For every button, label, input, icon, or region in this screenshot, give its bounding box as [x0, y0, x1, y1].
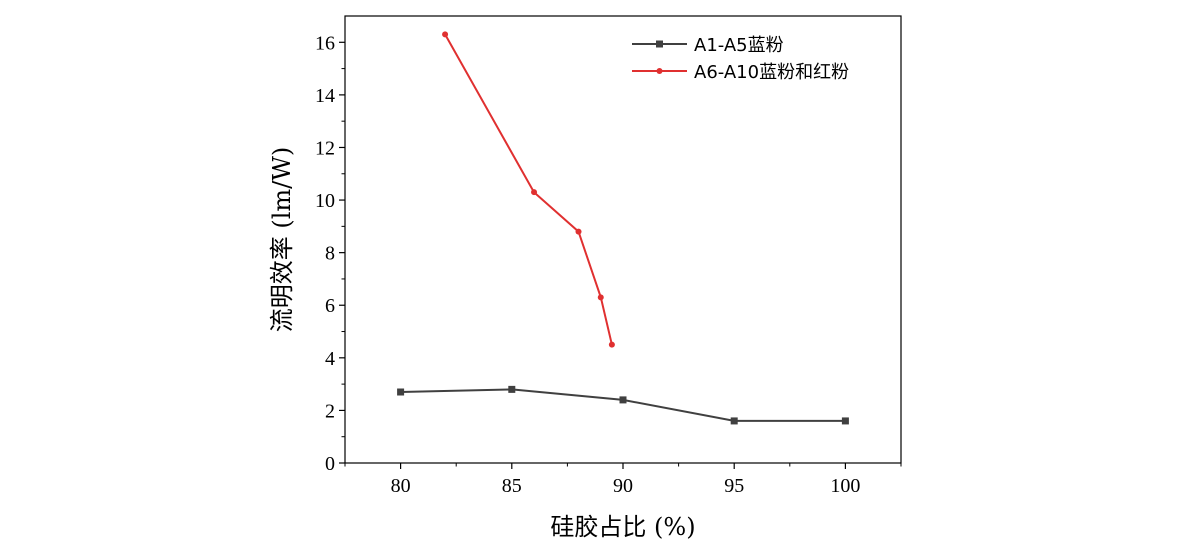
y-axis-title: 流明效率 (lm/W) — [268, 147, 296, 333]
ticks: 80 85 90 95 100 0 2 4 6 8 10 12 14 16 — [315, 32, 902, 497]
series-layer — [397, 31, 849, 425]
data-point — [730, 417, 738, 425]
data-point — [531, 189, 538, 196]
y-tick-label: 14 — [315, 85, 335, 107]
x-axis-title: 硅胶占比 (%) — [550, 513, 695, 541]
data-point — [608, 341, 615, 348]
legend-item: A6-A10蓝粉和红粉 — [632, 62, 849, 83]
y-tick-label: 6 — [325, 295, 335, 317]
y-tick-label: 10 — [315, 190, 335, 212]
data-point — [575, 228, 582, 235]
y-tick-label: 12 — [315, 137, 335, 159]
legend-swatch-marker — [656, 68, 663, 74]
series-2 — [442, 31, 615, 348]
series-line — [444, 33, 613, 345]
plot-frame — [344, 15, 902, 464]
y-tick-label: 4 — [325, 348, 335, 370]
legend: A1-A5蓝粉 A6-A10蓝粉和红粉 — [632, 35, 849, 83]
data-point — [841, 417, 849, 425]
series-1 — [397, 385, 849, 425]
data-point — [397, 388, 405, 396]
series-line — [400, 388, 846, 422]
legend-label: A1-A5蓝粉 — [694, 35, 784, 56]
legend-label: A6-A10蓝粉和红粉 — [694, 62, 849, 83]
x-tick-label: 80 — [391, 475, 411, 497]
x-tick-label: 85 — [502, 475, 522, 497]
data-point — [442, 31, 449, 38]
data-point — [508, 385, 516, 393]
data-point — [597, 294, 604, 301]
legend-item: A1-A5蓝粉 — [632, 35, 784, 56]
y-tick-label: 8 — [325, 243, 335, 265]
y-tick-label: 16 — [315, 32, 335, 54]
x-tick-label: 95 — [724, 475, 744, 497]
data-point — [619, 396, 627, 404]
legend-swatch-marker — [656, 40, 663, 48]
y-tick-label: 2 — [325, 400, 335, 422]
axes — [344, 15, 902, 464]
x-tick-label: 100 — [830, 475, 860, 497]
y-tick-label: 0 — [325, 453, 335, 475]
x-tick-label: 90 — [613, 475, 633, 497]
